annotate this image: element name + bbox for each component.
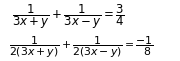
Text: $\dfrac{1}{3x+y} + \dfrac{1}{3x-y} = \dfrac{3}{4}$: $\dfrac{1}{3x+y} + \dfrac{1}{3x-y} = \df… — [12, 2, 125, 31]
Text: $\dfrac{1}{2(3x+y)} + \dfrac{1}{2(3x-y)} = \dfrac{-1}{\;\;8}$: $\dfrac{1}{2(3x+y)} + \dfrac{1}{2(3x-y)}… — [9, 35, 153, 60]
